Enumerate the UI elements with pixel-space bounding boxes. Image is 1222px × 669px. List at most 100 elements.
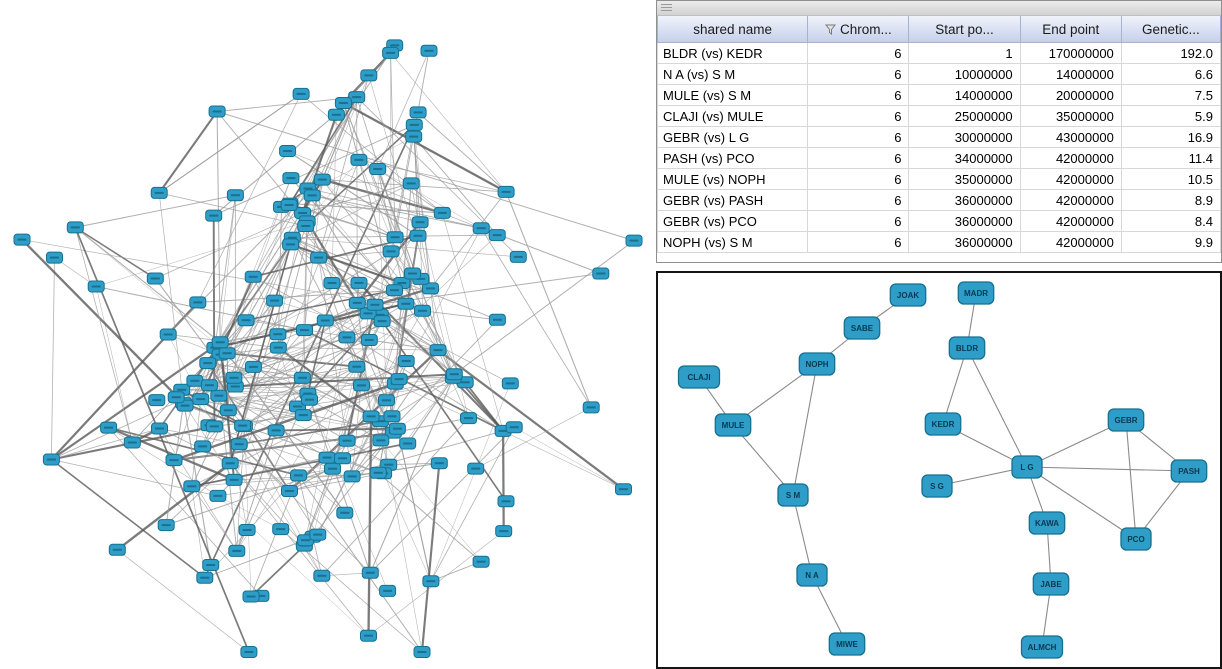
network-node[interactable] [350,153,368,166]
network-node[interactable] [279,145,297,157]
network-node[interactable] [592,267,610,280]
network-node[interactable] [488,313,506,326]
network-node[interactable] [318,451,336,464]
table-row[interactable]: GEBR (vs) PASH 6 36000000 42000000 8.9 [657,189,1221,211]
network-node[interactable] [310,251,328,264]
network-node[interactable] [397,297,415,310]
network-node[interactable] [488,229,506,242]
network-node[interactable] [218,347,236,360]
network-node[interactable] [383,410,401,423]
network-node[interactable] [192,393,210,406]
network-node[interactable] [219,404,237,417]
network-node[interactable] [402,177,420,190]
network-node[interactable] [211,336,229,349]
network-node[interactable] [382,46,400,59]
network-node[interactable] [157,519,175,532]
network-node[interactable] [297,220,315,232]
network-node[interactable] [433,206,451,219]
network-node[interactable] [199,357,217,370]
network-node[interactable] [267,424,285,437]
network-node-sabe[interactable]: SABE [843,316,881,340]
network-node-kawa[interactable]: KAWA [1028,511,1066,535]
network-node[interactable] [309,528,327,541]
network-node[interactable] [360,334,378,346]
network-node[interactable] [100,421,118,434]
network-node[interactable] [348,296,366,309]
network-node[interactable] [225,473,243,486]
network-node[interactable] [146,272,164,285]
network-node[interactable] [269,328,287,341]
network-node[interactable] [238,524,256,536]
network-node[interactable] [269,341,287,354]
network-node[interactable] [87,280,105,293]
network-node[interactable] [183,480,201,493]
network-node[interactable] [582,401,600,414]
network-node[interactable] [208,105,226,118]
network-node-joak[interactable]: JOAK [889,283,927,307]
table-options-icon[interactable] [661,3,672,13]
network-node[interactable] [323,277,341,289]
network-node-sg[interactable]: S G [921,474,953,498]
network-node[interactable] [405,118,423,131]
network-node[interactable] [382,245,400,258]
network-node[interactable] [386,284,403,297]
network-node[interactable] [404,267,421,280]
filter-icon[interactable] [824,24,836,35]
subnetwork-canvas[interactable]: JOAK MADR SABE NOPH BLDR CLAJI MULE KEDR GEBR L G… [658,273,1218,665]
network-node[interactable] [378,394,395,407]
network-node[interactable] [244,270,262,283]
network-node[interactable] [240,646,258,658]
network-node[interactable] [313,569,331,582]
network-node[interactable] [422,282,439,295]
network-node-noph[interactable]: NOPH [798,352,836,376]
network-node[interactable] [413,646,431,658]
network-node[interactable] [230,438,248,451]
network-node[interactable] [200,379,218,392]
network-node[interactable] [194,440,212,453]
network-node[interactable] [360,69,378,82]
network-node[interactable] [196,571,214,584]
network-node-pco[interactable]: PCO [1120,527,1152,551]
network-node[interactable] [430,457,448,470]
network-node[interactable] [501,377,519,390]
network-node[interactable] [13,233,31,246]
network-node[interactable] [460,412,477,425]
column-header-4[interactable]: Genetic... [1120,16,1221,43]
network-node[interactable] [348,360,366,373]
network-node[interactable] [301,393,318,406]
table-row[interactable]: PASH (vs) PCO 6 34000000 42000000 11.4 [657,147,1221,169]
column-header-2[interactable]: Start po... [908,16,1021,43]
network-node[interactable] [290,469,307,482]
network-node[interactable] [66,221,84,234]
network-node-miwe[interactable]: MIWE [828,632,866,656]
network-node[interactable] [313,173,331,186]
network-node[interactable] [497,495,515,508]
network-node[interactable] [226,189,244,202]
network-node[interactable] [360,629,377,642]
network-node[interactable] [497,185,515,198]
network-node[interactable] [205,420,223,433]
network-node-gebr[interactable]: GEBR [1107,408,1145,432]
network-node[interactable] [316,314,334,327]
network-node[interactable] [165,454,183,467]
network-node[interactable] [472,555,490,568]
column-header-3[interactable]: End point [1019,16,1122,43]
network-node[interactable] [625,234,643,247]
network-node[interactable] [205,209,223,222]
network-node-sm[interactable]: S M [777,483,809,507]
network-node[interactable] [369,466,387,479]
network-node[interactable] [228,544,246,557]
network-node[interactable] [46,251,63,264]
network-node[interactable] [350,276,368,289]
large-network-canvas[interactable] [0,0,656,669]
network-node-mule[interactable]: MULE [714,413,752,437]
network-node[interactable] [615,483,632,496]
table-row[interactable]: GEBR (vs) L G 6 30000000 43000000 16.9 [657,126,1221,148]
network-node[interactable] [334,452,351,465]
network-node[interactable] [338,331,356,344]
network-node-na[interactable]: N A [796,563,828,587]
network-node[interactable] [467,462,485,475]
network-node-bldr[interactable]: BLDR [948,336,986,360]
network-node[interactable] [209,489,227,502]
network-node[interactable] [327,108,345,121]
